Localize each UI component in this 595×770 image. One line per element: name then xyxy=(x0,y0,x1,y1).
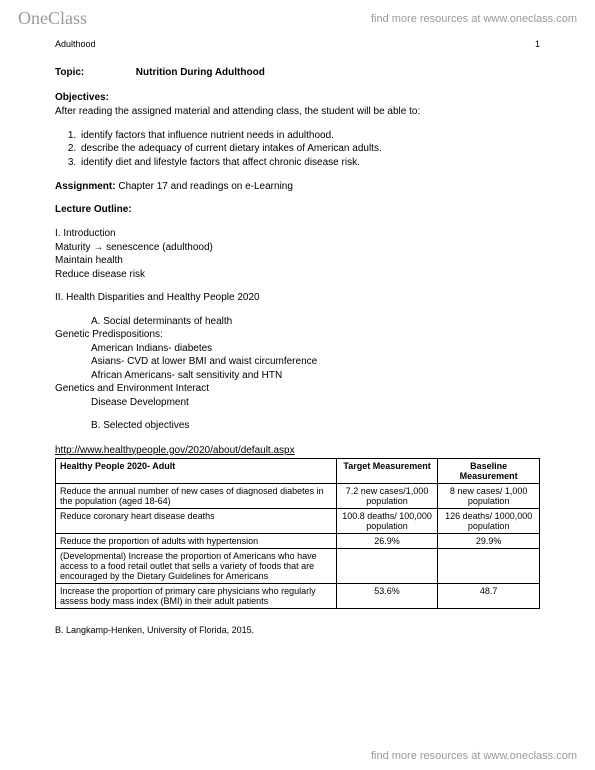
cell-desc: Reduce the proportion of adults with hyp… xyxy=(56,533,337,548)
assignment-label: Assignment: xyxy=(55,181,116,192)
table-header-row: Healthy People 2020- Adult Target Measur… xyxy=(56,458,540,483)
cell-baseline xyxy=(438,548,540,583)
author-line: B. Langkamp-Henken, University of Florid… xyxy=(55,625,540,635)
running-left: Adulthood xyxy=(55,39,96,49)
outline-maturity: Maturity → senescence (adulthood) xyxy=(55,241,540,255)
objectives-intro: After reading the assigned material and … xyxy=(55,105,540,119)
th-baseline: Baseline Measurement xyxy=(438,458,540,483)
outline-as: Asians- CVD at lower BMI and waist circu… xyxy=(55,355,540,369)
th-target: Target Measurement xyxy=(336,458,438,483)
assignment-line: Assignment: Chapter 17 and readings on e… xyxy=(55,181,540,192)
cell-desc: Reduce coronary heart disease deaths xyxy=(56,508,337,533)
logo-one: One xyxy=(18,8,48,28)
topic-line: Topic: Nutrition During Adulthood xyxy=(55,67,540,78)
cell-target: 100.8 deaths/ 100,000 population xyxy=(336,508,438,533)
list-item: describe the adequacy of current dietary… xyxy=(79,142,540,156)
topic-title: Nutrition During Adulthood xyxy=(136,67,265,78)
cell-target: 7.2 new cases/1,000 population xyxy=(336,483,438,508)
outline-ai: American Indians- diabetes xyxy=(55,342,540,356)
list-item: identify factors that influence nutrient… xyxy=(79,129,540,143)
outline-II: II. Health Disparities and Healthy Peopl… xyxy=(55,291,540,305)
table-row: Reduce the annual number of new cases of… xyxy=(56,483,540,508)
brand-logo: OneClass xyxy=(18,8,87,29)
objectives-table: Healthy People 2020- Adult Target Measur… xyxy=(55,458,540,609)
page-content: Adulthood 1 Topic: Nutrition During Adul… xyxy=(0,33,595,635)
outline-B: B. Selected objectives xyxy=(55,419,540,433)
running-right: 1 xyxy=(535,39,540,49)
cell-baseline: 8 new cases/ 1,000 population xyxy=(438,483,540,508)
topic-label: Topic: xyxy=(55,67,133,78)
outline-aa: African Americans- salt sensitivity and … xyxy=(55,369,540,383)
table-row: Increase the proportion of primary care … xyxy=(56,583,540,608)
th-title: Healthy People 2020- Adult xyxy=(56,458,337,483)
table-row: (Developmental) Increase the proportion … xyxy=(56,548,540,583)
table-row: Reduce the proportion of adults with hyp… xyxy=(56,533,540,548)
cell-baseline: 48.7 xyxy=(438,583,540,608)
outline-gei: Genetics and Environment Interact xyxy=(55,382,540,396)
lecture-outline: I. Introduction Maturity → senescence (a… xyxy=(55,227,540,433)
list-item: identify diet and lifestyle factors that… xyxy=(79,156,540,170)
objectives-list: identify factors that influence nutrient… xyxy=(55,129,540,170)
reference-url[interactable]: http://www.healthypeople.gov/2020/about/… xyxy=(55,445,540,456)
outline-dd: Disease Development xyxy=(55,396,540,410)
logo-class: Class xyxy=(48,8,87,28)
assignment-text: Chapter 17 and readings on e-Learning xyxy=(116,181,293,192)
cell-desc: Increase the proportion of primary care … xyxy=(56,583,337,608)
outline-reduce: Reduce disease risk xyxy=(55,268,540,282)
cell-target xyxy=(336,548,438,583)
cell-target: 53.6% xyxy=(336,583,438,608)
objectives-heading: Objectives: xyxy=(55,92,540,103)
cell-desc: (Developmental) Increase the proportion … xyxy=(56,548,337,583)
outline-genetic-pre: Genetic Predispositions: xyxy=(55,328,540,342)
top-bar: OneClass find more resources at www.onec… xyxy=(0,0,595,33)
cell-target: 26.9% xyxy=(336,533,438,548)
outline-maintain: Maintain health xyxy=(55,254,540,268)
table-row: Reduce coronary heart disease deaths 100… xyxy=(56,508,540,533)
outline-I: I. Introduction xyxy=(55,227,540,241)
running-header: Adulthood 1 xyxy=(55,39,540,49)
cell-desc: Reduce the annual number of new cases of… xyxy=(56,483,337,508)
bottom-tagline: find more resources at www.oneclass.com xyxy=(371,750,577,762)
cell-baseline: 126 deaths/ 1000,000 population xyxy=(438,508,540,533)
cell-baseline: 29.9% xyxy=(438,533,540,548)
outline-A: A. Social determinants of health xyxy=(55,315,540,329)
lecture-heading: Lecture Outline: xyxy=(55,204,540,215)
top-tagline: find more resources at www.oneclass.com xyxy=(371,13,577,25)
